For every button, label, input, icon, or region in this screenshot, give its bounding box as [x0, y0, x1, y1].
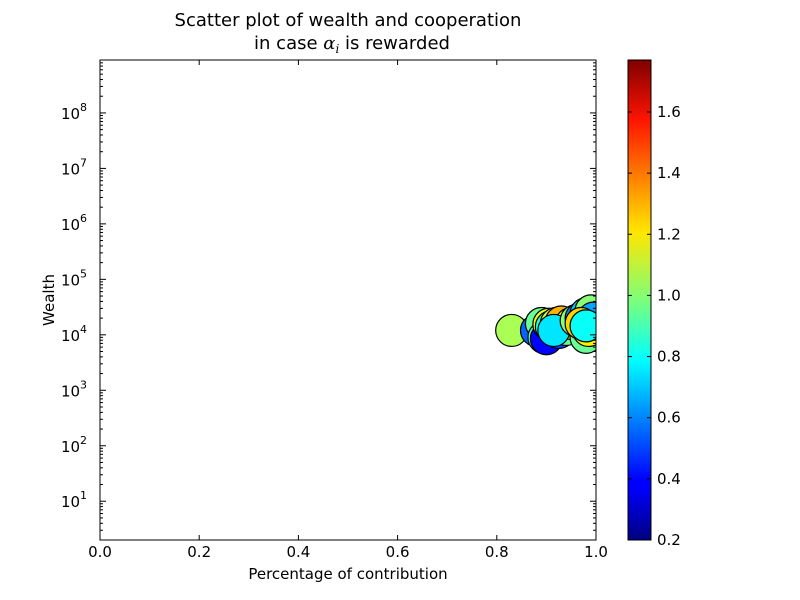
x-tick-label: 0.0 [88, 543, 112, 561]
plot-frame [99, 59, 597, 541]
y-axis-label: Wealth [40, 274, 58, 326]
colorbar-tick-label: 1.2 [657, 225, 681, 243]
x-tick-label: 0.2 [187, 543, 211, 561]
colorbar-ticks: 0.2 0.4 0.6 0.8 1.0 1.2 1.4 1.6 [628, 103, 681, 549]
colorbar [627, 59, 652, 541]
scatter-point [569, 309, 596, 343]
y-tick-label: 101 [61, 489, 87, 511]
y-tick-label: 102 [61, 434, 87, 456]
colorbar-tick-label: 1.0 [657, 286, 681, 304]
colorbar-tick-label: 1.6 [657, 103, 681, 121]
x-axis-label: Percentage of contribution [248, 565, 447, 583]
y-tick-label: 108 [61, 101, 87, 123]
colorbar-tick-label: 0.2 [657, 531, 681, 549]
scatter-points [495, 294, 596, 356]
chart-title: Scatter plot of wealth and cooperation [175, 10, 522, 31]
colorbar-tick-label: 0.6 [657, 409, 681, 427]
colorbar-tick-label: 1.4 [657, 164, 681, 182]
chart-subtitle: in case αi is rewarded [254, 33, 450, 56]
y-tick-label: 106 [61, 212, 87, 234]
subtitle-symbol: α [323, 33, 335, 54]
x-tick-label: 1.0 [584, 543, 608, 561]
subtitle-suffix: is rewarded [339, 33, 450, 54]
subtitle-subscript: i [335, 42, 339, 56]
y-tick-label: 103 [61, 378, 87, 400]
x-tick-label: 0.6 [386, 543, 410, 561]
colorbar-tick-label: 0.8 [657, 348, 681, 366]
x-tick-label: 0.8 [485, 543, 509, 561]
colorbar-tick-label: 0.4 [657, 470, 681, 488]
y-tick-label: 107 [61, 156, 87, 178]
y-tick-label: 105 [61, 267, 87, 289]
plot-area [100, 60, 596, 540]
subtitle-prefix: in case [254, 33, 323, 54]
x-tick-label: 0.4 [286, 543, 310, 561]
y-tick-label: 104 [61, 323, 87, 345]
y-axis-ticks: 101 102 103 104 105 106 107 108 [61, 59, 596, 541]
x-axis-ticks: 0.0 0.2 0.4 0.6 0.8 1.0 [88, 60, 608, 561]
